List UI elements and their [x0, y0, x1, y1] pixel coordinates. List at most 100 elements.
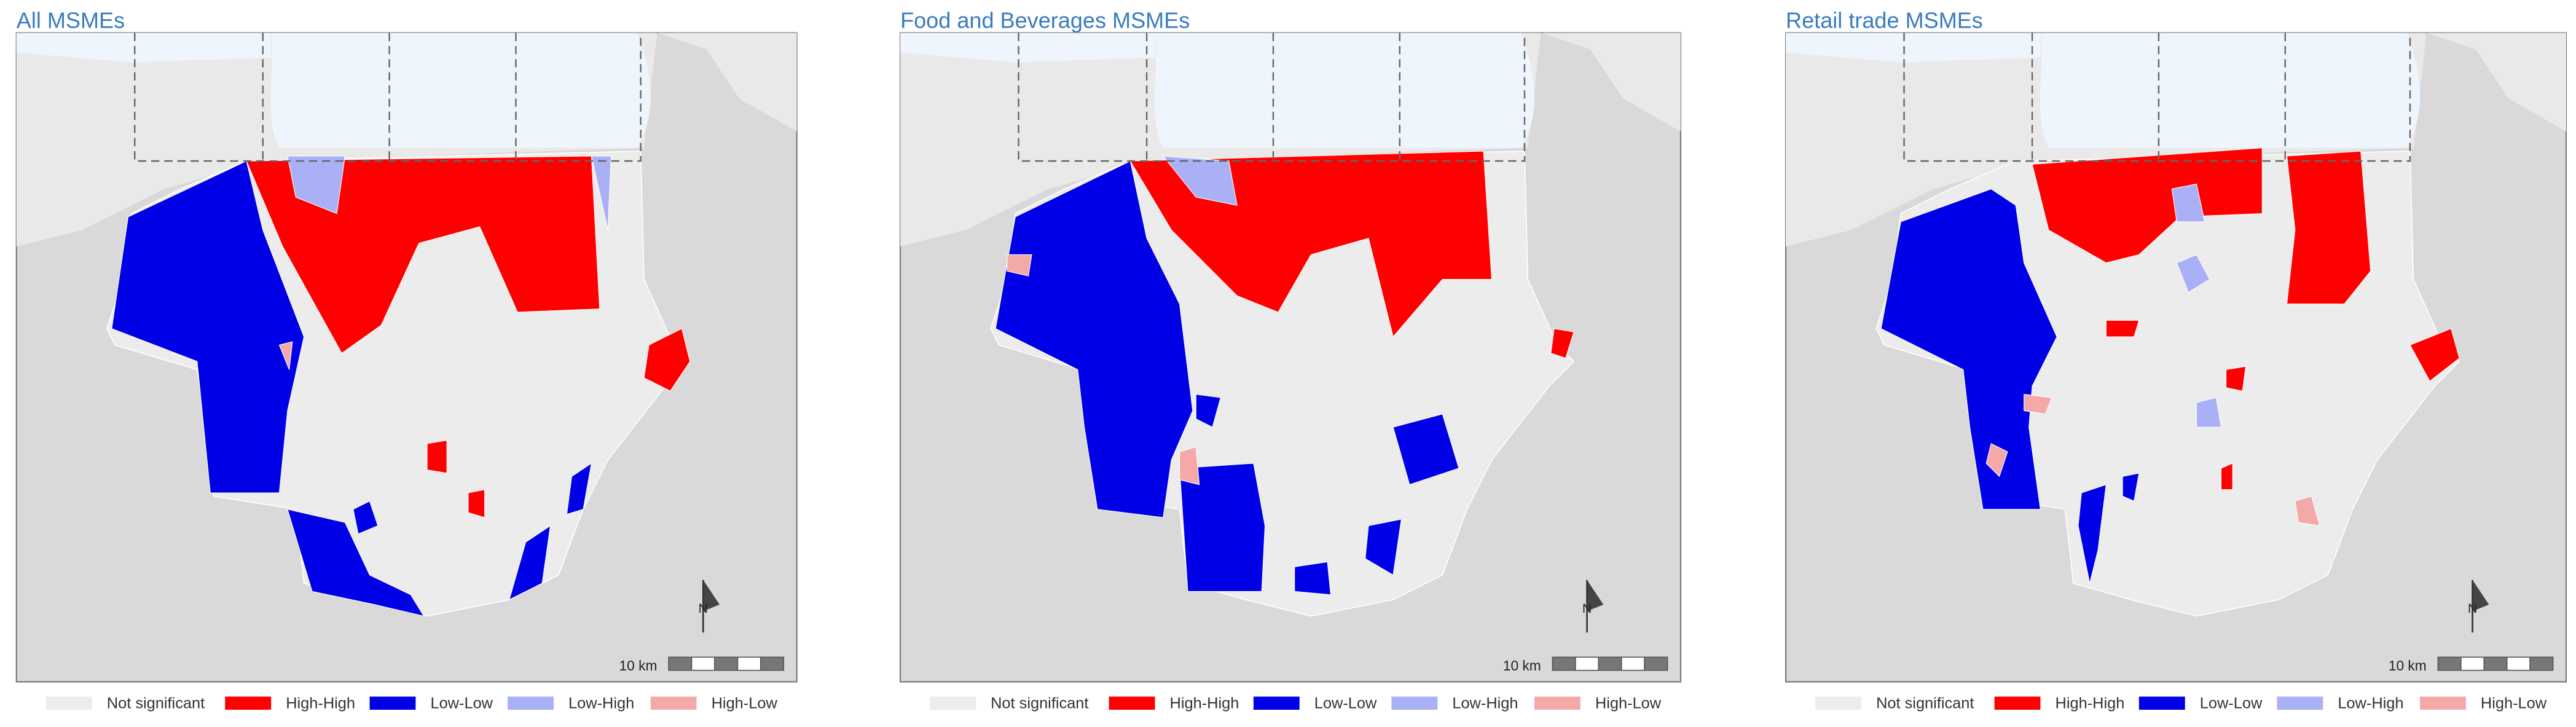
- legend-label: Not significant: [1876, 694, 1974, 712]
- cluster-region: [278, 341, 293, 370]
- cluster-region: [1162, 155, 1238, 206]
- panel-title: Food and Beverages MSMEs: [900, 7, 1190, 33]
- cluster-region: [2176, 254, 2210, 293]
- scale-bar: [2483, 656, 2508, 671]
- legend-swatch: [1815, 696, 1862, 710]
- scale-bar: [2437, 656, 2462, 671]
- scale-bar: [2460, 656, 2485, 671]
- cluster-region: [2409, 328, 2460, 382]
- panel-title: Retail trade MSMEs: [1786, 7, 1983, 33]
- scale-bar: [714, 656, 739, 671]
- sea: [2040, 33, 2421, 148]
- cluster-region: [1365, 519, 1402, 576]
- scale-bar: [760, 656, 785, 671]
- map-panel: Retail trade MSMEs N 10 km Not significant H…: [1785, 7, 2567, 712]
- cluster-region: [1550, 328, 1574, 359]
- scale-bar: [1552, 656, 1576, 671]
- legend-swatch: [2277, 696, 2323, 710]
- legend-label: Not significant: [107, 694, 205, 712]
- scale-label: 10 km: [1503, 658, 1541, 674]
- legend-swatch: [930, 696, 976, 710]
- legend-label: High-High: [2055, 694, 2124, 712]
- cluster-region: [2078, 484, 2107, 584]
- legend-swatch: [45, 696, 92, 710]
- legend-label: High-Low: [712, 694, 778, 712]
- legend-label: Low-High: [2338, 694, 2403, 712]
- north-arrow: [2472, 580, 2489, 611]
- legend-label: Not significant: [991, 694, 1088, 712]
- legend-label: High-High: [1170, 694, 1239, 712]
- cluster-region: [1985, 443, 2008, 477]
- legend-label: Low-Low: [430, 694, 493, 712]
- cluster-region: [591, 155, 612, 230]
- legend-swatch: [508, 696, 554, 710]
- legend-swatch: [650, 696, 697, 710]
- legend-label: Low-High: [568, 694, 634, 712]
- sea: [270, 33, 651, 148]
- cluster-region: [468, 489, 485, 518]
- legend-label: Low-Low: [1314, 694, 1377, 712]
- panel-title: All MSMEs: [17, 7, 125, 33]
- grid-dashed: [1018, 33, 1526, 162]
- cluster-region: [2295, 495, 2320, 527]
- legend-swatch: [1253, 696, 1300, 710]
- sea-left: [16, 33, 272, 63]
- grid-dashed: [1903, 33, 2411, 162]
- cluster-region: [2024, 394, 2052, 415]
- sea-left: [1786, 33, 2041, 63]
- cluster-region: [995, 160, 1193, 518]
- scale-bar: [668, 656, 693, 671]
- map-panel: All MSMEs N 10 km Not significant High-High L…: [15, 7, 798, 712]
- scale-bar: [1575, 656, 1600, 671]
- north-label: N: [1582, 601, 1592, 616]
- scale-bar: [737, 656, 761, 671]
- sea: [1154, 33, 1535, 148]
- legend-swatch: [1994, 696, 2041, 710]
- scale-bar: [1644, 656, 1668, 671]
- legend-swatch: [369, 696, 416, 710]
- legend-label: High-Low: [2481, 694, 2547, 712]
- cluster-region: [643, 328, 691, 391]
- scale-label: 10 km: [619, 658, 658, 674]
- cluster-region: [1195, 394, 1222, 428]
- cluster-region: [2226, 366, 2247, 391]
- cluster-region: [1880, 188, 2057, 510]
- legend-swatch: [1391, 696, 1438, 710]
- scale-bar: [691, 656, 715, 671]
- cluster-region: [1392, 414, 1459, 485]
- scale-bar: [2529, 656, 2554, 671]
- north-label: N: [699, 601, 708, 616]
- cluster-region: [1007, 254, 1032, 277]
- cluster-region: [2032, 147, 2263, 264]
- north-label: N: [2468, 601, 2477, 616]
- cluster-region: [1179, 463, 1266, 592]
- cluster-region: [2171, 183, 2205, 222]
- cluster-region: [287, 155, 346, 214]
- cluster-region: [2196, 397, 2222, 428]
- north-arrow: [703, 580, 720, 611]
- legend-swatch: [225, 696, 272, 710]
- cluster-region: [426, 439, 447, 474]
- scale-label: 10 km: [2389, 658, 2427, 674]
- map-panel: Food and Beverages MSMEs N 10 km Not signif…: [899, 7, 1682, 712]
- scale-bar: [1620, 656, 1645, 671]
- north-arrow: [1587, 580, 1604, 611]
- legend-swatch: [2420, 696, 2466, 710]
- legend-label: High-High: [286, 694, 355, 712]
- legend-label: Low-Low: [2200, 694, 2263, 712]
- legend-swatch: [2138, 696, 2185, 710]
- cluster-region: [2122, 473, 2140, 502]
- legend-label: High-Low: [1595, 694, 1662, 712]
- legend-swatch: [1534, 696, 1581, 710]
- cluster-region: [2105, 320, 2140, 337]
- scale-bar: [2506, 656, 2531, 671]
- cluster-region: [111, 160, 305, 493]
- cluster-region: [353, 500, 379, 535]
- cluster-region: [2220, 463, 2233, 490]
- sea-left: [900, 33, 1155, 63]
- scale-bar: [1598, 656, 1622, 671]
- cluster-region: [566, 462, 592, 515]
- cluster-region: [287, 509, 425, 617]
